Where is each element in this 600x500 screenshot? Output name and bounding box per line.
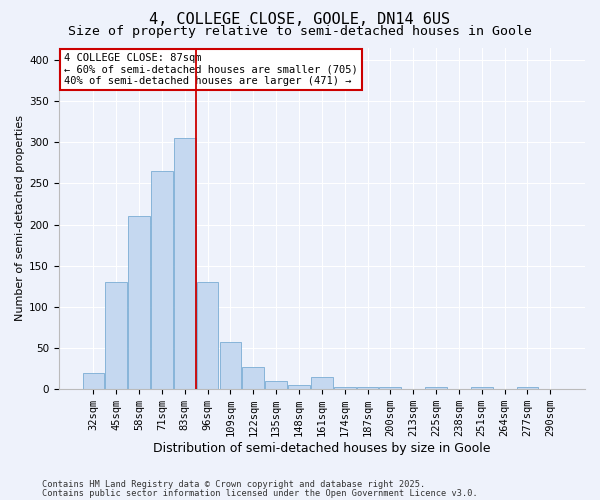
- Text: Contains public sector information licensed under the Open Government Licence v3: Contains public sector information licen…: [42, 488, 478, 498]
- X-axis label: Distribution of semi-detached houses by size in Goole: Distribution of semi-detached houses by …: [153, 442, 491, 455]
- Bar: [471, 387, 493, 389]
- Text: Contains HM Land Registry data © Crown copyright and database right 2025.: Contains HM Land Registry data © Crown c…: [42, 480, 425, 489]
- Text: Size of property relative to semi-detached houses in Goole: Size of property relative to semi-detach…: [68, 25, 532, 38]
- Bar: [288, 385, 310, 389]
- Text: 4 COLLEGE CLOSE: 87sqm
← 60% of semi-detached houses are smaller (705)
40% of se: 4 COLLEGE CLOSE: 87sqm ← 60% of semi-det…: [64, 53, 358, 86]
- Bar: [517, 387, 538, 389]
- Bar: [83, 373, 104, 389]
- Bar: [106, 282, 127, 389]
- Bar: [197, 282, 218, 389]
- Bar: [356, 387, 379, 389]
- Bar: [151, 171, 173, 389]
- Bar: [379, 387, 401, 389]
- Bar: [311, 377, 332, 389]
- Y-axis label: Number of semi-detached properties: Number of semi-detached properties: [15, 116, 25, 322]
- Bar: [242, 367, 264, 389]
- Bar: [265, 381, 287, 389]
- Bar: [174, 138, 196, 389]
- Bar: [220, 342, 241, 389]
- Bar: [425, 387, 447, 389]
- Text: 4, COLLEGE CLOSE, GOOLE, DN14 6US: 4, COLLEGE CLOSE, GOOLE, DN14 6US: [149, 12, 451, 28]
- Bar: [334, 387, 356, 389]
- Bar: [128, 216, 150, 389]
